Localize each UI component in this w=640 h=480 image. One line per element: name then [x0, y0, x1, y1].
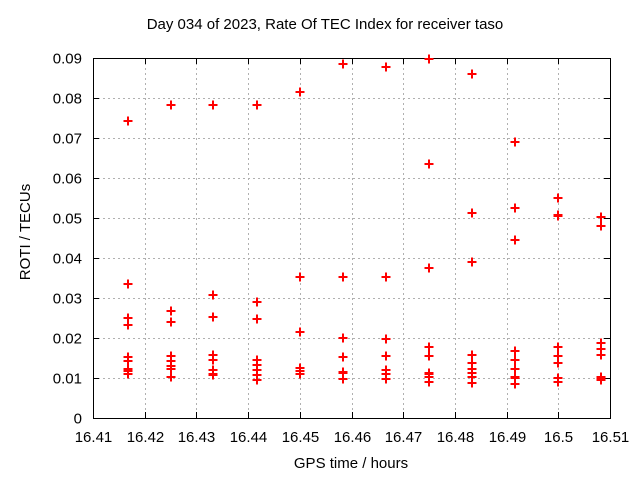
y-tick-label: 0.05	[53, 211, 82, 228]
x-tick-label: 16.43	[178, 429, 216, 446]
x-axis-label: GPS time / hours	[294, 455, 408, 472]
y-axis-label: ROTI / TECUs	[17, 184, 34, 280]
y-tick-label: 0.08	[53, 91, 82, 108]
x-tick-label: 16.48	[437, 429, 475, 446]
y-tick-label: 0.06	[53, 171, 82, 188]
plot-border-box	[93, 58, 611, 419]
plot-border	[93, 58, 611, 419]
x-tick-label: 16.41	[75, 429, 113, 446]
x-tick-labels: 16.41 16.42 16.43 16.44 16.45 16.46 16.47 16.48…	[75, 429, 630, 446]
x-tick-label: 16.51	[592, 429, 630, 446]
y-tick-label: 0.09	[53, 51, 82, 68]
data-points	[123, 54, 606, 389]
x-tick-label: 16.49	[489, 429, 527, 446]
chart-title: Day 034 of 2023, Rate Of TEC Index for r…	[147, 16, 504, 33]
x-tick-label: 16.45	[282, 429, 320, 446]
x-tick-label: 16.5	[544, 429, 573, 446]
y-tick-label: 0.03	[53, 291, 82, 308]
y-tick-labels: 0 0.01 0.02 0.03 0.04 0.05 0.06 0.07 0.08 0.09	[53, 51, 82, 428]
y-tick-label: 0.02	[53, 331, 82, 348]
y-tick-label: 0.04	[53, 251, 82, 268]
x-tick-label: 16.44	[230, 429, 268, 446]
scatter-plus-markers	[123, 54, 606, 389]
x-tick-label: 16.42	[127, 429, 165, 446]
x-tick-label: 16.46	[334, 429, 372, 446]
grid-lines	[93, 58, 610, 418]
x-tick-label: 16.47	[385, 429, 423, 446]
y-tick-label: 0	[74, 411, 82, 428]
y-tick-label: 0.07	[53, 131, 82, 148]
y-tick-label: 0.01	[53, 371, 82, 388]
